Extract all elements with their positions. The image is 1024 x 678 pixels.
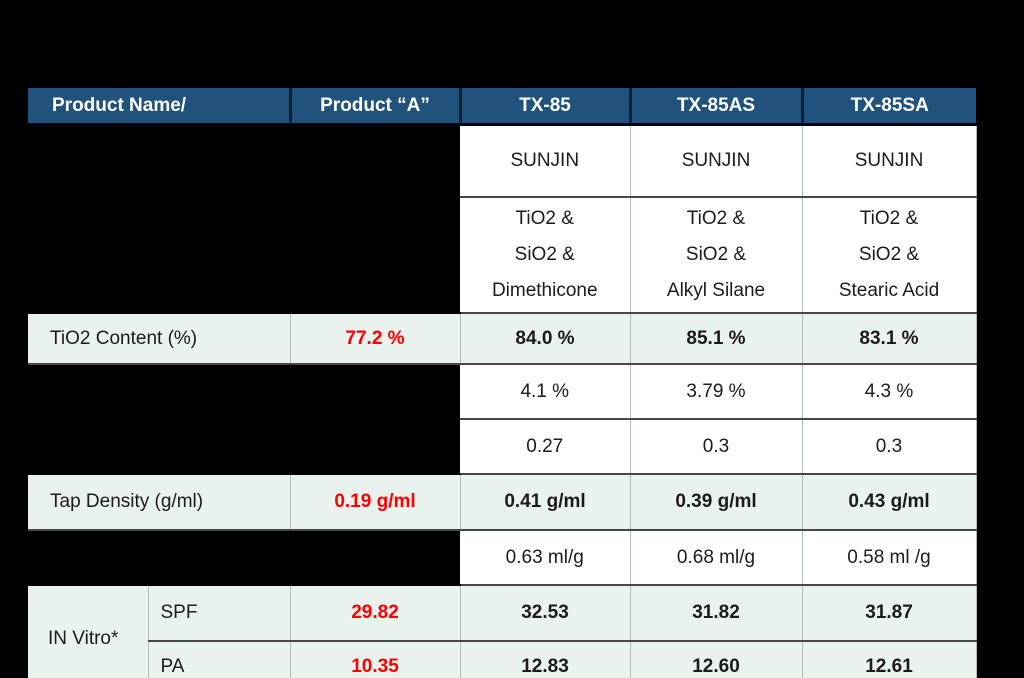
mlg-tx85as: 0.68 ml/g	[630, 530, 803, 586]
tap-density-tx85as: 0.39 g/ml	[630, 474, 803, 531]
supplier-row: SUNJIN SUNJIN SUNJIN	[28, 124, 977, 198]
redacted-cell	[28, 419, 460, 475]
mlg-row: 0.63 ml/g 0.68 ml/g 0.58 ml /g	[28, 530, 977, 586]
tio2-content-label: TiO2 Content (%)	[28, 313, 291, 365]
percent-row: 4.1 % 3.79 % 4.3 %	[28, 364, 977, 420]
tap-density-label: Tap Density (g/ml)	[28, 474, 291, 531]
composition-line: SiO2 &	[685, 244, 747, 265]
pa-product-a: 10.35	[290, 641, 461, 678]
tio2-content-row: TiO2 Content (%) 77.2 % 84.0 % 85.1 % 83…	[28, 313, 977, 365]
composition-tx85as: TiO2 & SiO2 & Alkyl Silane	[630, 197, 803, 314]
tap-density-product-a: 0.19 g/ml	[290, 474, 461, 531]
composition-line: Dimethicone	[491, 280, 598, 301]
tap-density-tx85sa: 0.43 g/ml	[802, 474, 977, 531]
pa-tx85as: 12.60	[630, 641, 803, 678]
tio2-content-tx85as: 85.1 %	[630, 313, 803, 365]
pa-tx85: 12.83	[460, 641, 631, 678]
redacted-cell	[28, 530, 460, 586]
ratio-row: 0.27 0.3 0.3	[28, 419, 977, 475]
spf-tx85as: 31.82	[630, 585, 803, 642]
mlg-tx85sa: 0.58 ml /g	[802, 530, 977, 586]
composition-line: Stearic Acid	[838, 280, 940, 301]
ratio-tx85sa: 0.3	[802, 419, 977, 475]
ratio-tx85: 0.27	[460, 419, 631, 475]
composition-line: SiO2 &	[514, 244, 575, 265]
tio2-content-product-a: 77.2 %	[290, 313, 461, 365]
supplier-tx85as: SUNJIN	[630, 124, 803, 198]
pa-tx85sa: 12.61	[802, 641, 977, 678]
redacted-cell	[28, 364, 460, 420]
composition-tx85: TiO2 & SiO2 & Dimethicone	[460, 197, 631, 314]
table-header-row: Product Name/ Product “A” TX-85 TX-85AS …	[28, 88, 976, 126]
pa-label: PA	[148, 641, 291, 678]
supplier-tx85: SUNJIN	[460, 124, 631, 198]
redacted-cell	[28, 197, 460, 314]
in-vitro-label: IN Vitro*	[28, 585, 149, 678]
composition-line: SiO2 &	[858, 244, 920, 265]
tap-density-tx85: 0.41 g/ml	[460, 474, 631, 531]
percent-tx85as: 3.79 %	[630, 364, 803, 420]
tap-density-row: Tap Density (g/ml) 0.19 g/ml 0.41 g/ml 0…	[28, 474, 977, 531]
percent-tx85: 4.1 %	[460, 364, 631, 420]
header-product-name: Product Name/	[28, 88, 292, 126]
product-comparison-table: Product Name/ Product “A” TX-85 TX-85AS …	[28, 88, 977, 678]
spf-tx85: 32.53	[460, 585, 631, 642]
composition-tx85sa: TiO2 & SiO2 & Stearic Acid	[802, 197, 977, 314]
mlg-tx85: 0.63 ml/g	[460, 530, 631, 586]
ratio-tx85as: 0.3	[630, 419, 803, 475]
pa-row: PA 10.35 12.83 12.60 12.61	[28, 641, 977, 678]
composition-line: TiO2 &	[859, 208, 919, 229]
composition-row: TiO2 & SiO2 & Dimethicone TiO2 & SiO2 & …	[28, 197, 977, 314]
percent-tx85sa: 4.3 %	[802, 364, 977, 420]
tio2-content-tx85sa: 83.1 %	[802, 313, 977, 365]
header-tx85as: TX-85AS	[630, 88, 804, 126]
supplier-tx85sa: SUNJIN	[802, 124, 977, 198]
tio2-content-tx85: 84.0 %	[460, 313, 631, 365]
header-tx85sa: TX-85SA	[802, 88, 976, 126]
redacted-cell	[28, 124, 460, 198]
spf-label: SPF	[148, 585, 291, 642]
spf-product-a: 29.82	[290, 585, 461, 642]
composition-line: TiO2 &	[686, 208, 746, 229]
header-product-a: Product “A”	[290, 88, 462, 126]
composition-line: TiO2 &	[515, 208, 574, 229]
spf-tx85sa: 31.87	[802, 585, 977, 642]
header-tx85: TX-85	[460, 88, 632, 126]
spf-row: IN Vitro* SPF 29.82 32.53 31.82 31.87	[28, 585, 977, 678]
composition-line: Alkyl Silane	[666, 280, 766, 301]
